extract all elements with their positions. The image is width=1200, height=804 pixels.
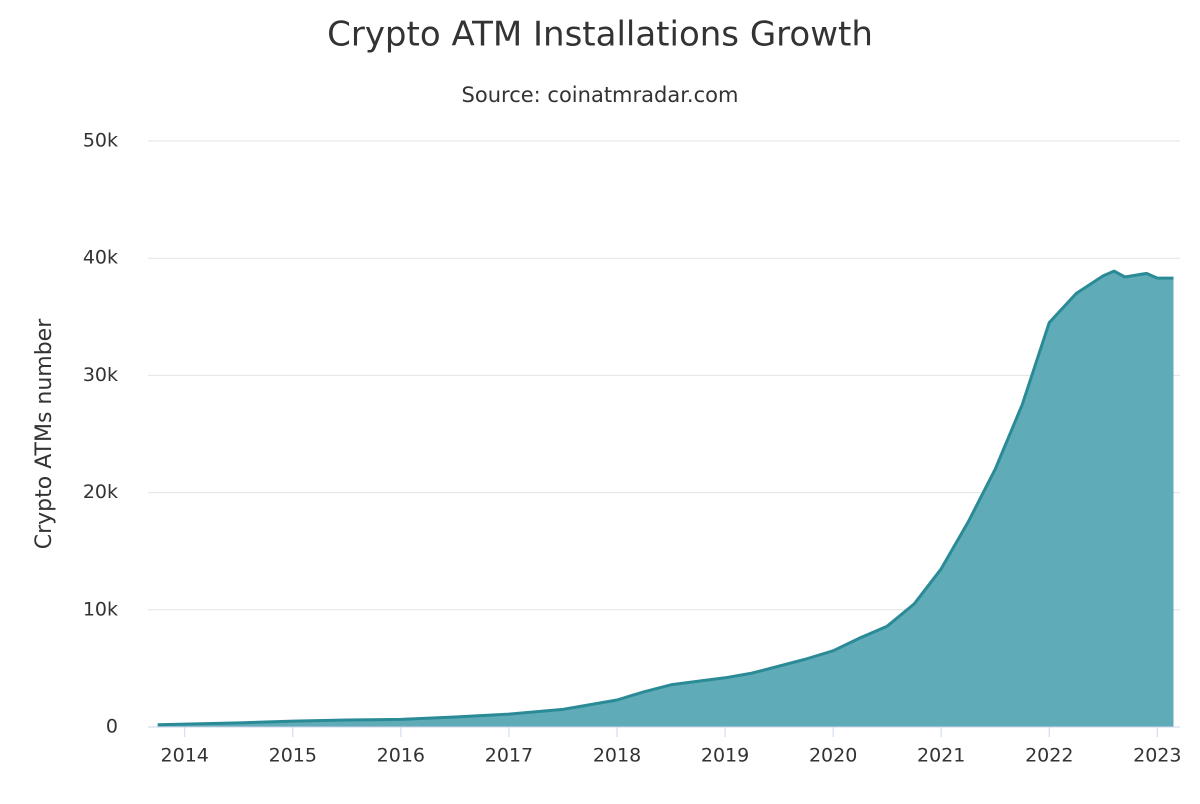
y-tick-label: 40k [83,247,118,269]
y-tick-label: 10k [83,598,118,620]
x-tick-label: 2014 [161,745,209,767]
y-tick-label: 30k [83,364,118,386]
x-tick-label: 2021 [917,745,965,767]
y-tick-label: 50k [83,130,118,152]
x-tick-label: 2015 [269,745,317,767]
x-tick-label: 2023 [1133,745,1181,767]
x-tick-label: 2018 [593,745,641,767]
x-tick-label: 2022 [1025,745,1073,767]
y-axis-label: Crypto ATMs number [32,318,57,550]
x-tick-label: 2020 [809,745,857,767]
area-line [157,269,1174,727]
area-fill [157,271,1174,727]
x-tick-label: 2019 [701,745,749,767]
y-tick-label: 0 [106,716,118,738]
x-tick-label: 2017 [485,745,533,767]
y-tick-label: 20k [83,481,118,503]
chart-title: Crypto ATM Installations Growth [327,15,873,55]
x-tick-label: 2016 [377,745,425,767]
chart-subtitle: Source: coinatmradar.com [462,83,739,107]
